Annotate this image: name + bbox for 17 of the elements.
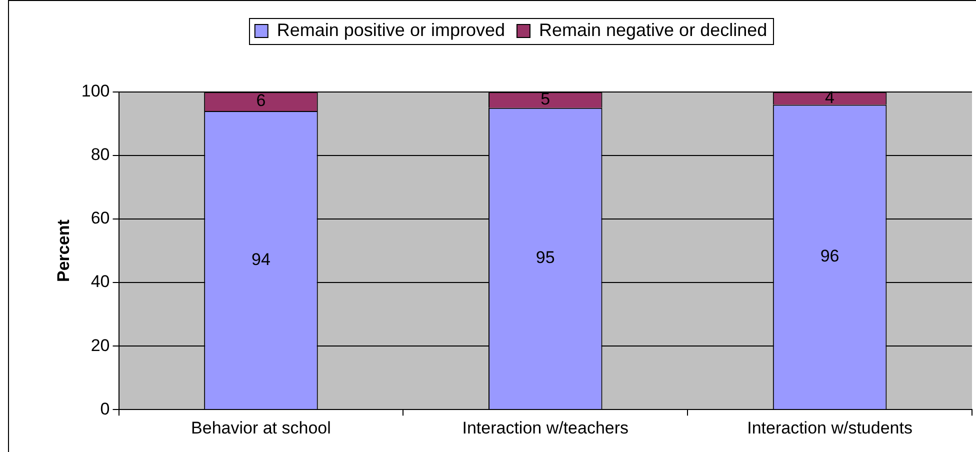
y-tick-label: 40	[90, 272, 110, 292]
data-label: 94	[252, 250, 270, 269]
x-tick-label: Interaction w/teachers	[462, 418, 629, 438]
y-axis-title: Percent	[54, 219, 73, 282]
data-label: 5	[540, 90, 550, 109]
y-tick-label: 100	[81, 82, 110, 101]
legend-label: Remain negative or declined	[538, 20, 768, 40]
data-label: 6	[256, 91, 266, 110]
data-label: 95	[536, 248, 555, 268]
y-tick-label: 60	[90, 208, 110, 228]
data-label: 96	[820, 246, 840, 266]
y-tick-label: 80	[90, 145, 110, 164]
y-tick-label: 0	[100, 399, 110, 418]
y-tick-label: 20	[90, 336, 110, 355]
x-tick-label: Interaction w/students	[747, 418, 912, 438]
legend-label: Remain positive or improved	[276, 20, 505, 40]
x-tick-label: Behavior at school	[191, 418, 331, 438]
